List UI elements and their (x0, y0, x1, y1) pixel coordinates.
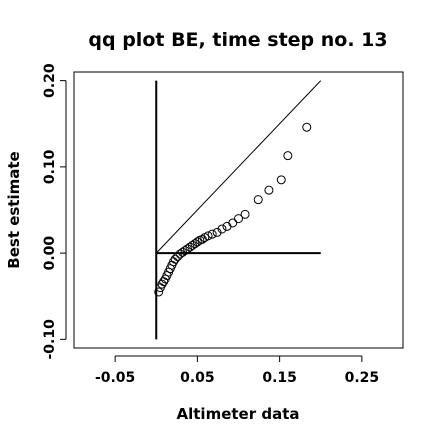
x-tick-label: -0.05 (95, 370, 135, 386)
data-point (222, 221, 232, 231)
data-point (228, 218, 238, 228)
data-point (154, 287, 164, 297)
y-axis-label: Best estimate (5, 151, 23, 268)
data-point (302, 122, 312, 132)
data-point (203, 231, 213, 241)
data-point (207, 229, 217, 239)
data-points (154, 122, 312, 297)
data-point (192, 237, 202, 247)
y-tick-label: 0.10 (42, 149, 58, 184)
data-point (157, 279, 167, 289)
data-point (234, 214, 243, 224)
plot-frame (73, 71, 404, 349)
x-tick-label: 0.15 (262, 370, 297, 386)
reference-line-identity (155, 80, 322, 254)
y-tick-label: -0.10 (42, 319, 58, 360)
y-tick-label: 0.00 (42, 236, 58, 271)
data-point (276, 175, 286, 185)
data-point (240, 209, 250, 219)
data-point (170, 254, 180, 264)
data-point (283, 151, 293, 161)
x-tick-label: 0.05 (180, 370, 215, 386)
y-axis: -0.10 0.00 0.10 0.20 (42, 63, 67, 360)
reference-lines (155, 80, 322, 340)
data-point (253, 195, 263, 205)
data-point (264, 185, 274, 195)
y-tick-label: 0.20 (42, 63, 58, 98)
x-axis: -0.05 0.05 0.15 0.25 (95, 355, 380, 386)
chart-title: qq plot BE, time step no. 13 (88, 29, 387, 51)
x-tick-label: 0.25 (345, 370, 380, 386)
x-axis-label: Altimeter data (177, 405, 300, 423)
data-point (217, 224, 227, 234)
